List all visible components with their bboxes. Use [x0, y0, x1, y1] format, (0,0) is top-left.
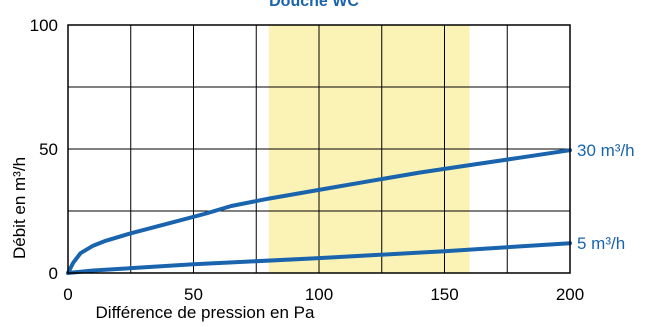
series-line-1 — [66, 241, 572, 275]
series-label-1: 5 m³/h — [577, 234, 625, 253]
series-layer — [66, 148, 572, 275]
x-tick-label-2: 100 — [305, 285, 333, 304]
grid-layer — [68, 25, 570, 273]
plot-frame — [67, 24, 571, 274]
x-tick-label-0: 0 — [63, 285, 72, 304]
series-label-layer: 30 m³/h 5 m³/h — [577, 141, 635, 253]
x-axis-label: Différence de pression en Pa — [96, 303, 315, 322]
tick-label-layer: 0 50 100 150 200 0 50 100 — [30, 16, 585, 304]
x-tick-label-3: 150 — [430, 285, 458, 304]
y-axis-label: Débit en m³/h — [10, 157, 29, 259]
x-tick-label-1: 50 — [184, 285, 203, 304]
y-tick-label-0: 0 — [49, 264, 58, 283]
y-tick-label-2: 100 — [30, 16, 58, 35]
series-label-0: 30 m³/h — [577, 141, 635, 160]
x-tick-label-4: 200 — [556, 285, 584, 304]
y-tick-label-1: 50 — [39, 140, 58, 159]
chart-title: Douche WC — [269, 0, 359, 10]
series-line-0 — [66, 148, 572, 275]
